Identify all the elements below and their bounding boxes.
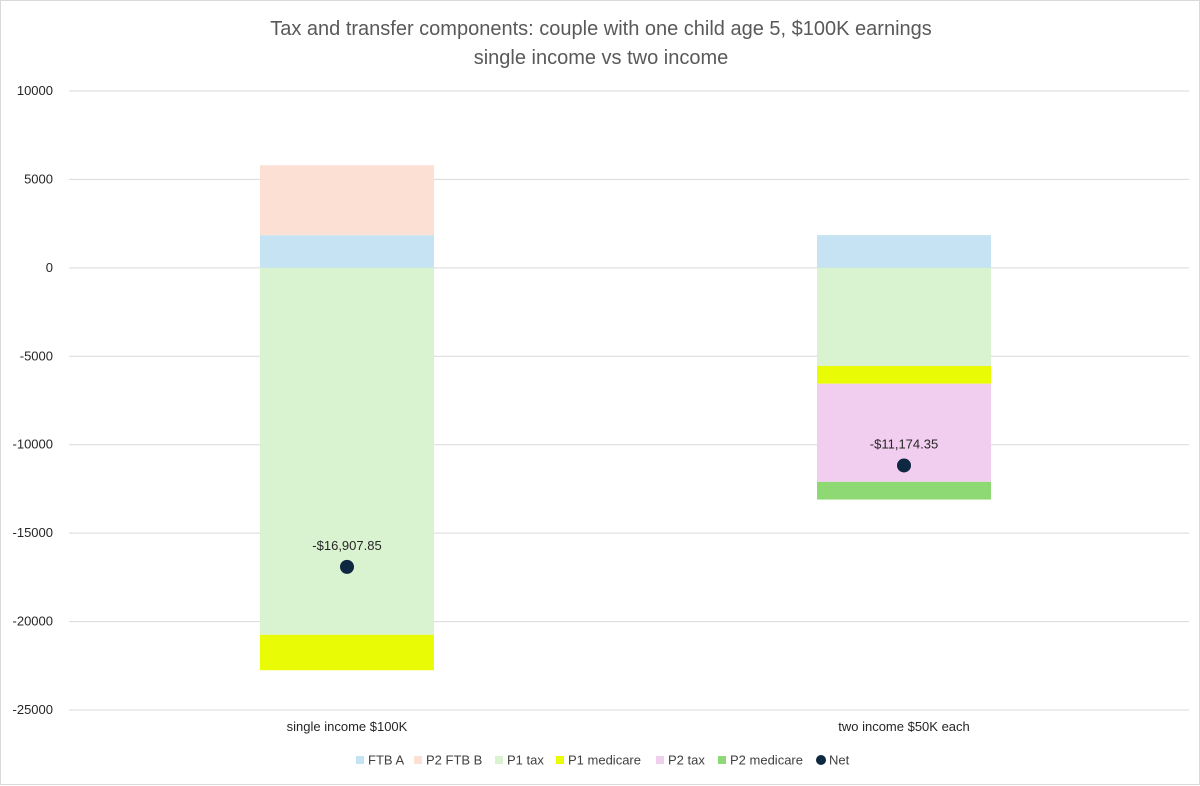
legend-label: P2 FTB B	[426, 753, 482, 768]
y-tick-label: -20000	[13, 614, 53, 629]
y-tick-label: 5000	[24, 171, 53, 186]
legend-swatch	[414, 756, 422, 764]
y-tick-label: -15000	[13, 525, 53, 540]
legend-item-p2-medicare: P2 medicare	[718, 753, 803, 768]
legend-item-p2-ftb-b: P2 FTB B	[414, 753, 482, 768]
bar-segment-ftb-a-single-income	[260, 235, 434, 268]
x-category-label: single income $100K	[287, 719, 408, 734]
x-axis-categories: single income $100K two income $50K each	[287, 719, 970, 734]
legend-swatch	[356, 756, 364, 764]
chart-subtitle: single income vs two income	[474, 47, 729, 69]
legend-swatch	[816, 755, 826, 765]
bar-segment-p1-medicare-single-income	[260, 634, 434, 671]
legend-label: P1 tax	[507, 753, 544, 768]
gridlines	[69, 90, 1189, 711]
y-tick-label: 0	[46, 260, 53, 275]
net-data-label: -$16,907.85	[312, 538, 381, 553]
legend-label: Net	[829, 753, 850, 768]
bar-segment-p1-tax-two-income	[817, 267, 991, 367]
legend-item-p2-tax: P2 tax	[656, 753, 705, 768]
legend-item-net: Net	[816, 753, 850, 768]
bar-segment-p2-medicare-two-income	[817, 481, 991, 500]
net-data-label: -$11,174.35	[870, 436, 938, 451]
y-tick-label: -10000	[13, 437, 53, 452]
legend-item-p1-tax: P1 tax	[495, 753, 544, 768]
bar-segment-p1-tax-single-income	[260, 267, 434, 635]
chart-title: Tax and transfer components: couple with…	[270, 18, 932, 40]
legend-label: P2 tax	[668, 753, 705, 768]
y-tick-label: -25000	[13, 702, 53, 717]
bar-segment-p2-ftb-b-single-income	[260, 165, 434, 236]
legend-swatch	[556, 756, 564, 764]
y-tick-label: -5000	[20, 348, 53, 363]
legend-swatch	[718, 756, 726, 764]
legend-swatch	[656, 756, 664, 764]
legend-label: P2 medicare	[730, 753, 803, 768]
legend-swatch	[495, 756, 503, 764]
net-markers: -$16,907.85 -$11,174.35	[312, 436, 938, 574]
legend-item-p1-medicare: P1 medicare	[556, 753, 641, 768]
legend-label: P1 medicare	[568, 753, 641, 768]
bar-segment-ftb-a-two-income	[817, 235, 991, 268]
bar-segment-p1-medicare-two-income	[817, 366, 991, 384]
legend: FTB A P2 FTB B P1 tax P1 medicare P2 tax P2 m…	[356, 753, 850, 768]
x-category-label: two income $50K each	[838, 719, 970, 734]
y-axis-ticks: 10000 5000 0 -5000 -10000 -15000 -20000 -25000	[13, 83, 53, 717]
net-point	[340, 559, 354, 574]
y-tick-label: 10000	[17, 83, 53, 98]
legend-item-ftb-a: FTB A	[356, 753, 404, 768]
legend-label: FTB A	[368, 753, 404, 768]
net-point	[897, 458, 911, 473]
bars	[260, 165, 991, 671]
